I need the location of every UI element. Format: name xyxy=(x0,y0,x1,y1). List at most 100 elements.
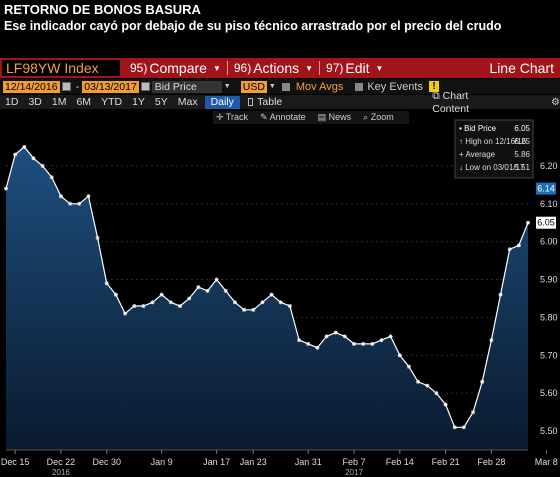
currency-select[interactable]: USD xyxy=(240,80,267,93)
chevron-down-icon[interactable]: ▼ xyxy=(223,83,231,90)
current-price-label: 6.14 xyxy=(537,184,555,194)
data-point xyxy=(232,300,237,305)
data-point xyxy=(68,201,73,206)
data-point xyxy=(58,194,63,199)
y-tick-label: 6.10 xyxy=(540,199,558,209)
field-select[interactable]: Bid Price xyxy=(151,80,222,93)
chevron-down-icon: ▼ xyxy=(212,63,221,73)
data-point xyxy=(306,341,311,346)
bloomberg-terminal: LF98YW Index 95) Compare ▼ 96) Actions ▼… xyxy=(0,58,560,477)
y-tick-label: 5.90 xyxy=(540,275,558,285)
data-point xyxy=(416,379,421,384)
data-point xyxy=(443,402,448,407)
data-point xyxy=(150,300,155,305)
calendar-icon[interactable] xyxy=(140,82,150,91)
data-point xyxy=(40,163,45,168)
legend-low-label: ↓ Low on 03/01/17 xyxy=(459,163,525,172)
calendar-icon[interactable] xyxy=(61,82,71,91)
period-1y[interactable]: 1Y xyxy=(132,96,145,108)
data-point xyxy=(196,285,201,290)
data-point xyxy=(49,175,54,180)
table-button[interactable]: Table xyxy=(257,96,283,108)
data-point xyxy=(223,288,228,293)
edit-menu[interactable]: 97) Edit ▼ xyxy=(326,58,383,78)
headline-subtitle: Ese indicador cayó por debajo de su piso… xyxy=(4,19,502,33)
actions-menu-label: Actions xyxy=(253,60,300,76)
chevron-down-icon[interactable]: ▼ xyxy=(268,83,276,90)
data-point xyxy=(242,307,247,312)
period-1m[interactable]: 1M xyxy=(51,96,67,108)
x-tick-label: Dec 22 xyxy=(47,457,76,467)
y-tick-label: 5.80 xyxy=(540,312,558,322)
x-tick-label: Mar 8 xyxy=(535,457,558,467)
data-point xyxy=(260,300,265,305)
period-ytd[interactable]: YTD xyxy=(101,96,123,108)
x-year-label: 2017 xyxy=(345,468,363,477)
last-price-marker: 6.05 xyxy=(536,216,556,229)
data-point xyxy=(178,304,182,309)
checkbox-icon[interactable] xyxy=(355,82,364,91)
y-tick-label: 5.60 xyxy=(540,388,558,398)
legend-average-value: 5.86 xyxy=(514,150,530,159)
period-max[interactable]: Max xyxy=(177,96,198,108)
chevron-down-icon: ▼ xyxy=(305,63,314,73)
data-point xyxy=(507,247,512,252)
data-point xyxy=(86,194,91,199)
x-tick-label: Feb 28 xyxy=(477,457,505,467)
data-point xyxy=(352,341,356,346)
news-tool[interactable]: ▤ News xyxy=(317,112,352,122)
y-tick-label: 5.70 xyxy=(540,350,558,360)
period-1d[interactable]: 1D xyxy=(5,96,19,108)
x-tick-label: Jan 9 xyxy=(151,457,173,467)
data-point xyxy=(187,296,192,301)
data-point xyxy=(406,364,411,369)
edit-menu-number: 97) xyxy=(326,61,344,75)
data-point xyxy=(113,292,118,297)
x-axis: Dec 15 Dec 22 Dec 30 Jan 9 Jan 17 Jan 23 Jan 3… xyxy=(1,449,558,477)
table-icon[interactable] xyxy=(247,98,254,106)
chart-content-button[interactable]: ⧉ Chart Content xyxy=(432,90,469,115)
key-events-toggle[interactable]: Key Events xyxy=(367,80,423,93)
start-date-field[interactable]: 12/14/2016 xyxy=(3,80,60,93)
x-tick-label: Feb 7 xyxy=(342,457,365,467)
data-point xyxy=(95,235,100,240)
compare-menu-number: 95) xyxy=(130,61,148,75)
data-point xyxy=(324,334,329,339)
data-point xyxy=(168,300,173,305)
track-tool[interactable]: ✛ Track xyxy=(216,112,249,122)
period-3d[interactable]: 3D xyxy=(28,96,42,108)
x-tick-label: Jan 17 xyxy=(203,457,230,467)
date-range-dash: - xyxy=(75,80,80,93)
mov-avgs-toggle[interactable]: Mov Avgs xyxy=(295,80,344,93)
data-point xyxy=(452,425,457,430)
data-point xyxy=(214,277,219,282)
info-icon[interactable]: ! xyxy=(428,81,439,92)
frequency-label: Daily xyxy=(210,95,234,108)
headline-title: RETORNO DE BONOS BASURA xyxy=(4,2,201,17)
data-point xyxy=(471,410,476,415)
zoom-tool[interactable]: ⌕ Zoom xyxy=(363,112,394,122)
area-fill xyxy=(6,146,528,450)
data-point xyxy=(77,201,82,206)
legend-high-label: ↑ High on 12/16/16 xyxy=(459,137,527,146)
series-line xyxy=(5,146,529,428)
divider xyxy=(319,61,321,75)
y-axis: 6.20 6.10 6.00 5.90 5.80 5.70 5.60 5.50 xyxy=(540,161,558,436)
chart-tools: ✛ Track ✎ Annotate ▤ News ⌕ Zoom xyxy=(213,111,409,124)
data-point xyxy=(397,353,402,358)
compare-menu[interactable]: 95) Compare ▼ xyxy=(130,58,221,78)
chart-type-label: Line Chart xyxy=(489,60,554,76)
data-point xyxy=(425,383,430,388)
ticker-field[interactable]: LF98YW Index xyxy=(2,60,120,76)
data-point xyxy=(297,338,302,343)
annotate-tool[interactable]: ✎ Annotate xyxy=(260,112,306,122)
actions-menu[interactable]: 96) Actions ▼ xyxy=(234,58,313,78)
data-point xyxy=(104,281,109,286)
price-chart[interactable]: 6.206.106.005.905.805.705.605.50 Dec 15 D… xyxy=(0,58,560,477)
period-5y[interactable]: 5Y xyxy=(154,96,168,108)
gear-icon[interactable]: ⚙ xyxy=(551,96,560,108)
period-6m[interactable]: 6M xyxy=(76,96,92,108)
checkbox-icon[interactable] xyxy=(281,82,290,91)
legend-low-value: 5.51 xyxy=(514,163,530,172)
end-date-field[interactable]: 03/13/2017 xyxy=(82,80,139,93)
